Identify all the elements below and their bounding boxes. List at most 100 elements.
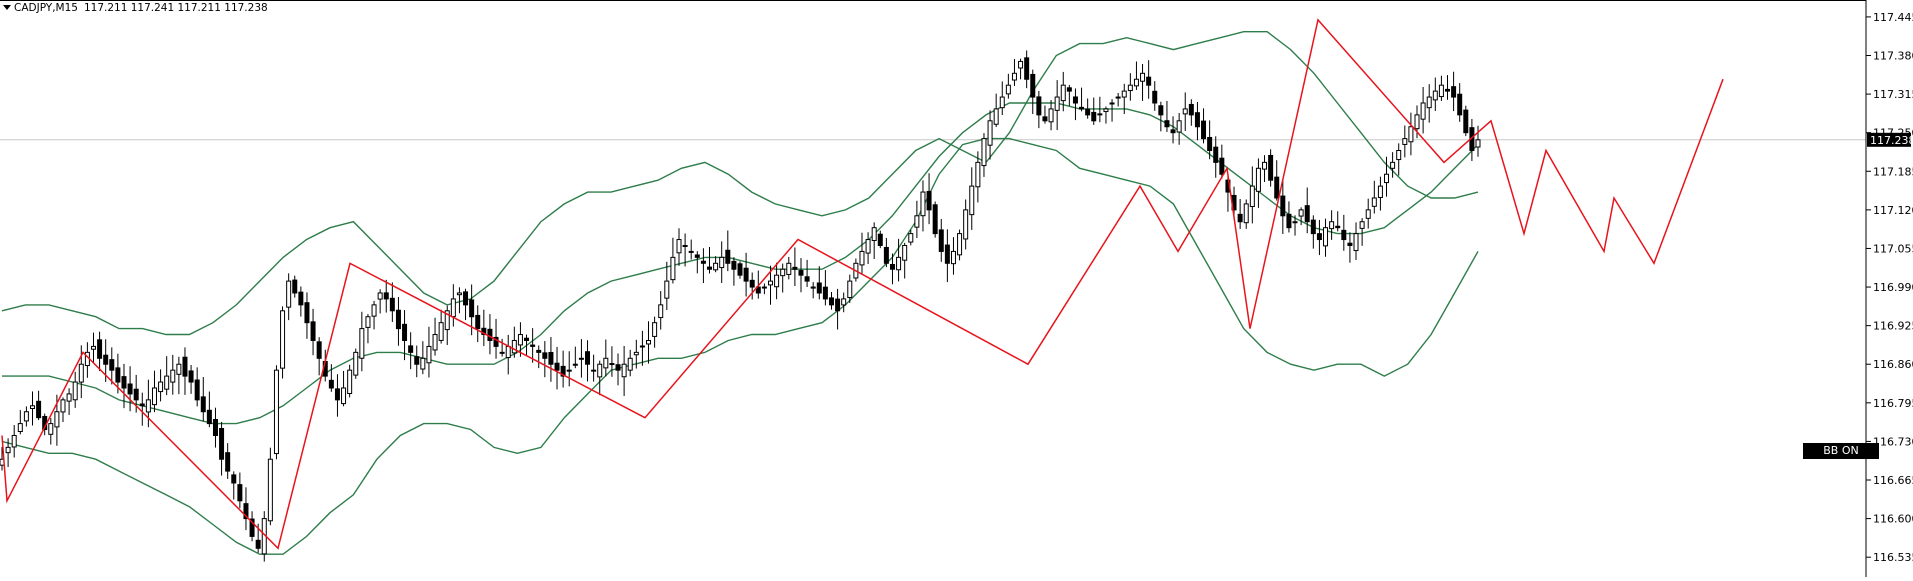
candle-bear <box>1347 242 1353 246</box>
candle-bear <box>36 400 42 419</box>
candle-bear <box>725 249 731 264</box>
candle-bull <box>353 351 359 376</box>
candle-bull <box>1377 185 1383 198</box>
candle-bull <box>810 286 816 289</box>
candle-bear <box>1310 219 1316 235</box>
candle-bear <box>1170 129 1176 134</box>
candle-bull <box>341 387 347 405</box>
candle-bull <box>1353 233 1359 252</box>
candle-bear <box>585 351 591 365</box>
bb-middle-line <box>2 102 1479 425</box>
candle-bull <box>646 339 652 345</box>
candle-bear <box>1219 157 1225 175</box>
candle-bear <box>609 363 615 366</box>
candle-bear <box>304 302 310 324</box>
candle-bull <box>1133 78 1139 87</box>
candle-bear <box>206 409 212 425</box>
candle-bear <box>316 341 322 359</box>
candle-bull <box>957 233 963 256</box>
candle-bull <box>432 334 438 351</box>
candle-bull <box>170 369 176 383</box>
candle-bear <box>188 370 194 383</box>
candle-bull <box>591 369 597 372</box>
candle-bear <box>737 263 743 276</box>
candle-bear <box>1316 233 1322 241</box>
candle-bear <box>182 356 188 377</box>
candle-bull <box>426 345 432 364</box>
candle-bull <box>920 191 926 217</box>
candle-bear <box>1152 90 1158 104</box>
candle-bear <box>1097 113 1103 116</box>
candle-bull <box>1011 72 1017 81</box>
bb-upper-line <box>1 31 1479 336</box>
candle-bear <box>402 323 408 341</box>
y-tick-label: 116.795 <box>1873 397 1913 410</box>
candle-bear <box>889 263 895 270</box>
bb-on-button[interactable]: BB ON <box>1803 443 1879 459</box>
candle-bear <box>1463 109 1469 134</box>
candle-bear <box>237 484 243 502</box>
candle-bull <box>1109 102 1115 105</box>
candle-bull <box>1292 221 1298 224</box>
candle-bear <box>109 359 115 371</box>
candle-bull <box>1365 209 1371 219</box>
candle-bear <box>1201 120 1207 140</box>
candle-bear <box>1158 105 1164 116</box>
candle-bull <box>78 363 84 383</box>
candle-bear <box>828 297 834 306</box>
y-tick-label: 117.445 <box>1873 11 1913 24</box>
candle-bear <box>1146 76 1152 86</box>
candle-bull <box>450 298 456 318</box>
candle-bear <box>298 291 304 306</box>
candle-bear <box>1304 205 1310 223</box>
candle-bull <box>603 357 609 369</box>
candle-bear <box>1280 195 1286 217</box>
candle-bull <box>60 399 66 413</box>
candle-bear <box>639 345 645 348</box>
candle-bear <box>97 339 103 359</box>
candle-bull <box>17 423 23 432</box>
candle-bull <box>865 239 871 254</box>
candle-bull <box>1121 90 1127 98</box>
candle-bull <box>713 262 719 271</box>
candle-bear <box>487 328 493 341</box>
candle-bull <box>1329 221 1335 230</box>
candle-bull <box>1249 185 1255 207</box>
candle-bull <box>517 334 523 346</box>
candle-bear <box>932 204 938 235</box>
candle-bear <box>395 309 401 330</box>
candle-bear <box>194 379 200 401</box>
candle-bear <box>328 379 334 389</box>
candle-bear <box>243 503 249 520</box>
zigzag-line <box>1 18 1724 550</box>
candle-bear <box>225 452 231 472</box>
candle-bear <box>883 246 889 264</box>
candle-bull <box>1298 209 1304 217</box>
candle-bear <box>139 403 145 407</box>
candle-bear <box>1188 103 1194 116</box>
chart-header: CADJPY,M15 117.211 117.241 117.211 117.23… <box>3 2 268 14</box>
candle-bear <box>938 229 944 252</box>
triangle-down-icon[interactable] <box>3 5 11 10</box>
candle-bull <box>1390 161 1396 169</box>
candle-bull <box>444 310 450 331</box>
candle-bear <box>944 244 950 264</box>
candle-bear <box>804 276 810 282</box>
candle-bear <box>1451 86 1457 98</box>
y-tick-label: 116.600 <box>1873 513 1913 526</box>
candle-bull <box>871 227 877 242</box>
candle-bear <box>1335 225 1341 229</box>
y-tick-label: 116.665 <box>1873 474 1913 487</box>
candle-bear <box>707 266 713 270</box>
candle-bear <box>231 474 237 484</box>
candle-bull <box>1323 227 1329 247</box>
symbol-timeframe: CADJPY,M15 <box>14 2 78 14</box>
candle-bear <box>1085 108 1091 116</box>
candle-bull <box>1005 84 1011 95</box>
candle-bull <box>969 185 975 216</box>
candle-bull <box>511 339 517 354</box>
candle-bear <box>530 344 536 347</box>
candle-bull <box>999 96 1005 109</box>
